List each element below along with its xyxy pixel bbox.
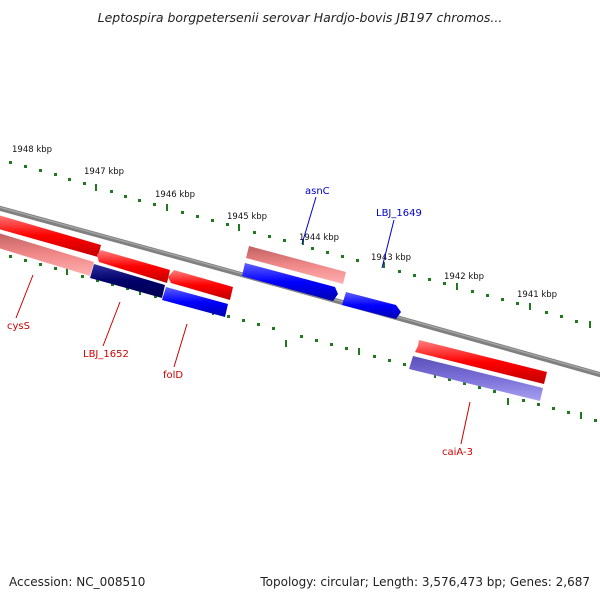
gene-feature-blue-1[interactable] <box>242 263 338 301</box>
gene-label-asnC: asnC <box>305 186 330 197</box>
gene-feature-folD[interactable] <box>162 287 228 317</box>
gene-feature-asnC[interactable] <box>246 246 346 284</box>
kbp-label: 1941 kbp <box>517 290 557 300</box>
gene-feature-cysS[interactable] <box>0 232 94 276</box>
gene-feature-red-right[interactable] <box>168 270 233 300</box>
map-title: Leptospira borgpetersenii serovar Hardjo… <box>97 10 503 25</box>
outer-tick-track <box>9 161 591 328</box>
gene-label-LBJ_1649: LBJ_1649 <box>376 208 422 219</box>
gene-feature-cysS-upper[interactable] <box>0 214 101 257</box>
gene-feature-caiA-3[interactable] <box>415 340 547 384</box>
accession-label: Accession: NC_008510 <box>9 575 146 589</box>
kbp-label: 1946 kbp <box>155 190 195 200</box>
gene-feature-LBJ_1649[interactable] <box>342 292 401 319</box>
kbp-label: 1943 kbp <box>371 253 411 263</box>
kbp-label: 1948 kbp <box>12 145 52 155</box>
gene-label-folD: folD <box>163 370 183 381</box>
gene-label-LBJ_1652: LBJ_1652 <box>83 349 129 360</box>
gene-label-cysS: cysS <box>7 321 30 332</box>
kbp-label: 1947 kbp <box>84 167 124 177</box>
kbp-label: 1944 kbp <box>299 233 339 243</box>
gene-feature-purple[interactable] <box>409 356 543 401</box>
kbp-label: 1945 kbp <box>227 212 267 222</box>
genome-summary: Topology: circular; Length: 3,576,473 bp… <box>260 575 590 589</box>
gene-feature-red-mid[interactable] <box>97 250 170 283</box>
kbp-label: 1942 kbp <box>444 272 484 282</box>
gene-label-caiA-3: caiA-3 <box>442 447 473 458</box>
gene-feature-LBJ_1652[interactable] <box>90 264 165 298</box>
